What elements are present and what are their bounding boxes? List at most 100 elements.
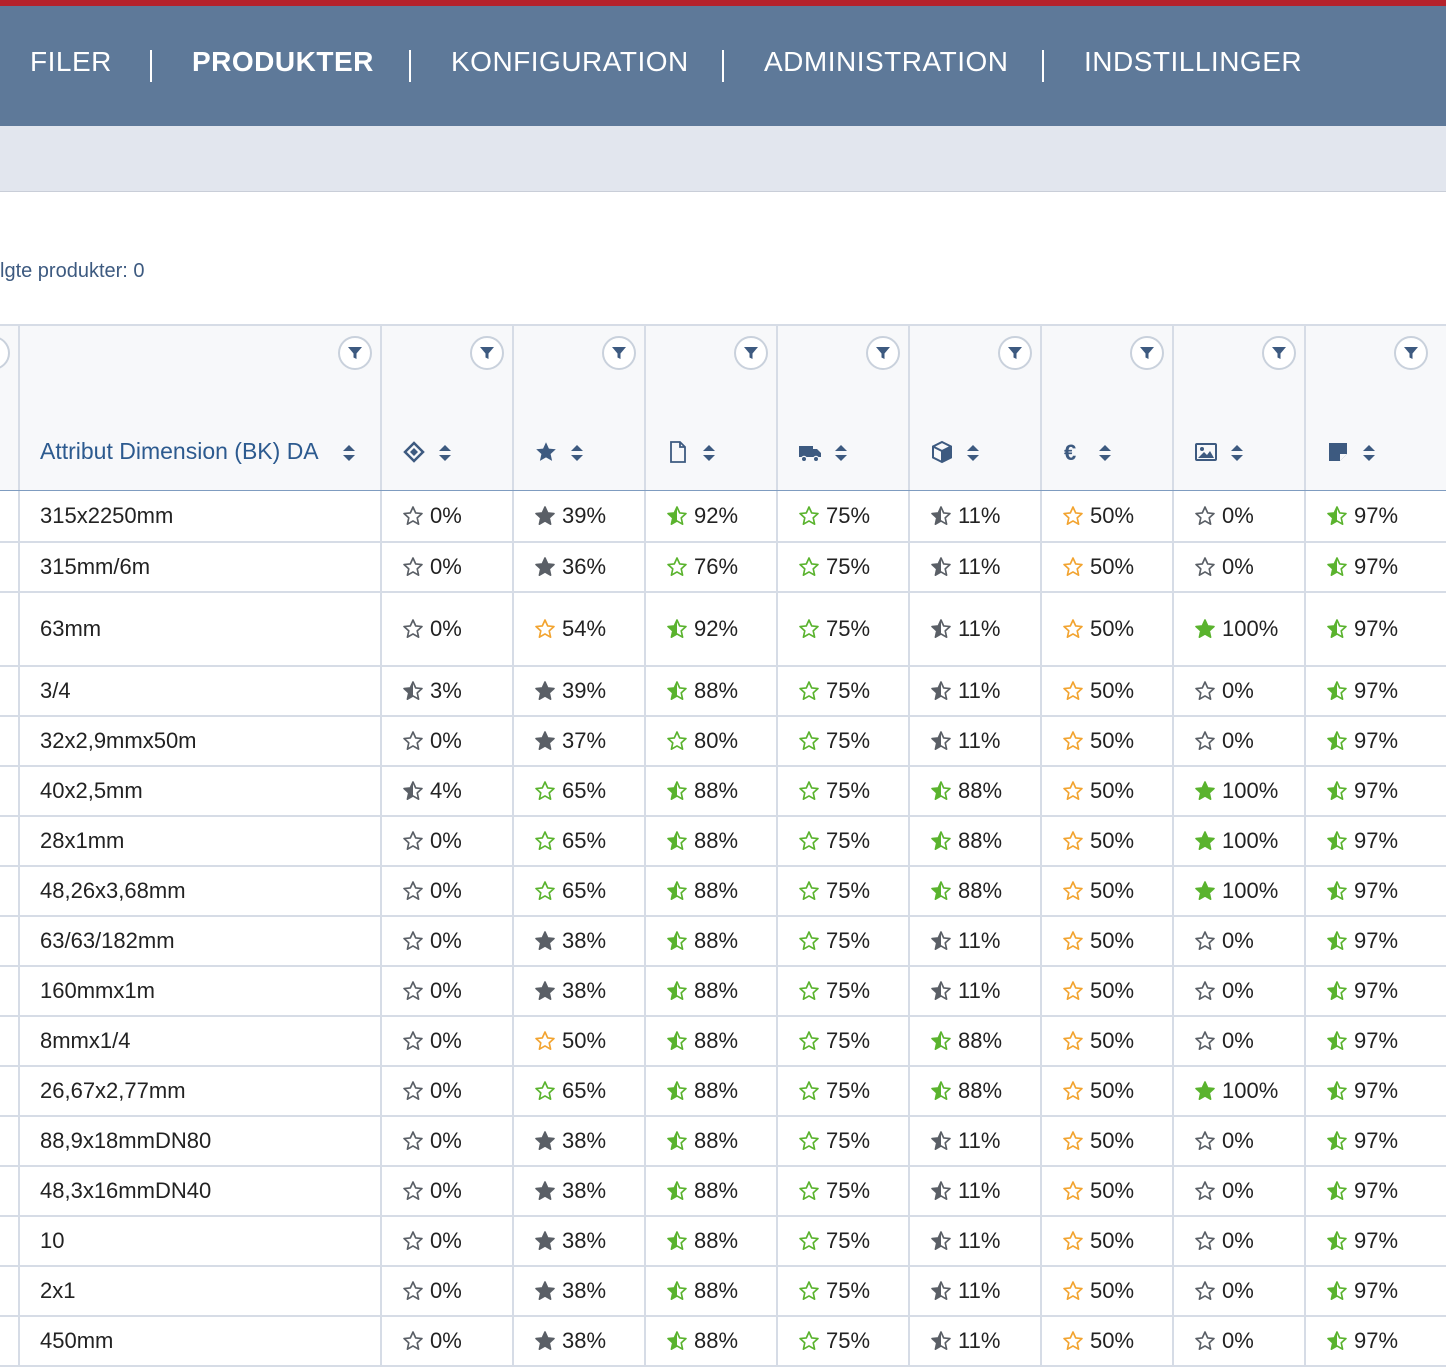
nav-item-indstillinger[interactable]: INDSTILLINGER — [1084, 46, 1303, 77]
sort-icon[interactable] — [438, 444, 452, 462]
row-select-edge[interactable] — [0, 767, 18, 817]
score-cell: 97% — [1304, 767, 1446, 817]
row-select-edge[interactable] — [0, 867, 18, 917]
score-cell: 0% — [380, 1017, 512, 1067]
dimension-cell: 160mmx1m — [18, 967, 380, 1017]
row-select-edge[interactable] — [0, 667, 18, 717]
row-select-edge[interactable] — [0, 1167, 18, 1217]
empty-star-icon — [667, 731, 687, 750]
column-header-note[interactable] — [1304, 324, 1446, 490]
score-value: 75% — [826, 1278, 871, 1303]
score-value: 75% — [826, 616, 871, 641]
sort-icon[interactable] — [702, 444, 716, 462]
filter-button[interactable] — [1130, 336, 1164, 370]
column-header-star[interactable] — [512, 324, 644, 490]
empty-star-icon — [799, 881, 819, 900]
score-value: 50% — [1090, 616, 1135, 641]
score-cell: 50% — [1040, 717, 1172, 767]
sort-icon[interactable] — [834, 444, 848, 462]
column-header-document[interactable] — [644, 324, 776, 490]
half-star-icon — [667, 1331, 687, 1350]
empty-star-icon — [799, 1181, 819, 1200]
filter-button[interactable] — [1394, 336, 1428, 370]
row-select-edge[interactable] — [0, 1117, 18, 1167]
column-header-euro[interactable]: € — [1040, 324, 1172, 490]
score-value: 11% — [958, 928, 1001, 953]
filter-button[interactable] — [470, 336, 504, 370]
score-cell: 100% — [1172, 867, 1304, 917]
row-select-edge[interactable] — [0, 817, 18, 867]
row-select-edge[interactable] — [0, 543, 18, 593]
sort-icon[interactable] — [1230, 444, 1244, 462]
row-select-edge[interactable] — [0, 1017, 18, 1067]
half-star-icon — [931, 619, 951, 638]
score-cell: 75% — [776, 667, 908, 717]
score-value: 11% — [958, 503, 1001, 528]
score-value: 97% — [1354, 1278, 1399, 1303]
nav-item-konfiguration[interactable]: KONFIGURATION — [451, 46, 689, 77]
sort-icon[interactable] — [342, 444, 356, 462]
star-icon — [536, 442, 556, 461]
row-select-edge[interactable] — [0, 967, 18, 1017]
score-cell: 100% — [1172, 767, 1304, 817]
score-value: 0% — [430, 978, 462, 1003]
half-star-icon — [931, 506, 951, 525]
score-value: 0% — [430, 828, 462, 853]
row-select-edge[interactable] — [0, 1317, 18, 1367]
empty-star-icon — [799, 1081, 819, 1100]
column-header-partial — [0, 324, 18, 490]
column-header-truck[interactable] — [776, 324, 908, 490]
empty-star-icon — [1063, 781, 1083, 800]
score-cell: 75% — [776, 1217, 908, 1267]
sort-icon[interactable] — [1098, 444, 1112, 462]
nav-separator — [1042, 50, 1044, 82]
score-cell: 75% — [776, 1267, 908, 1317]
score-value: 38% — [562, 928, 607, 953]
nav-item-administration[interactable]: ADMINISTRATION — [764, 46, 1009, 77]
dimension-value: 315mm/6m — [40, 554, 151, 579]
row-select-edge[interactable] — [0, 593, 18, 667]
row-select-edge[interactable] — [0, 717, 18, 767]
row-select-edge[interactable] — [0, 1267, 18, 1317]
score-value: 97% — [1354, 1178, 1399, 1203]
score-cell: 88% — [908, 1017, 1040, 1067]
score-value: 36% — [562, 554, 607, 579]
score-cell: 97% — [1304, 543, 1446, 593]
sort-icon[interactable] — [1362, 444, 1376, 462]
empty-star-icon — [535, 881, 555, 900]
nav-item-produkter[interactable]: PRODUKTER — [192, 46, 374, 77]
column-header-dimension[interactable]: Attribut Dimension (BK) DA — [18, 324, 380, 490]
score-cell: 80% — [644, 717, 776, 767]
score-cell: 50% — [1040, 1017, 1172, 1067]
filter-button[interactable] — [1262, 336, 1296, 370]
column-header-image[interactable] — [1172, 324, 1304, 490]
score-cell: 0% — [1172, 543, 1304, 593]
filter-button[interactable] — [338, 336, 372, 370]
filter-button[interactable] — [602, 336, 636, 370]
filter-button[interactable] — [734, 336, 768, 370]
filter-button[interactable] — [998, 336, 1032, 370]
half-star-icon — [931, 781, 951, 800]
row-select-edge[interactable] — [0, 917, 18, 967]
sort-icon[interactable] — [966, 444, 980, 462]
half-star-icon — [667, 506, 687, 525]
score-cell: 0% — [380, 917, 512, 967]
score-value: 88% — [958, 828, 1003, 853]
half-star-icon — [1327, 1231, 1347, 1250]
row-select-edge[interactable] — [0, 1067, 18, 1117]
dimension-cell: 28x1mm — [18, 817, 380, 867]
score-value: 75% — [826, 978, 871, 1003]
column-header-tags[interactable] — [380, 324, 512, 490]
row-select-edge[interactable] — [0, 491, 18, 543]
half-star-icon — [667, 1081, 687, 1100]
sort-icon[interactable] — [570, 444, 584, 462]
half-star-icon — [931, 731, 951, 750]
column-header-cube[interactable] — [908, 324, 1040, 490]
score-cell: 0% — [380, 593, 512, 667]
score-value: 11% — [958, 1228, 1001, 1253]
nav-item-filer[interactable]: FILER — [30, 46, 112, 77]
row-select-edge[interactable] — [0, 1217, 18, 1267]
filter-button[interactable] — [866, 336, 900, 370]
filter-button[interactable] — [0, 336, 10, 370]
dimension-cell: 48,3x16mmDN40 — [18, 1167, 380, 1217]
